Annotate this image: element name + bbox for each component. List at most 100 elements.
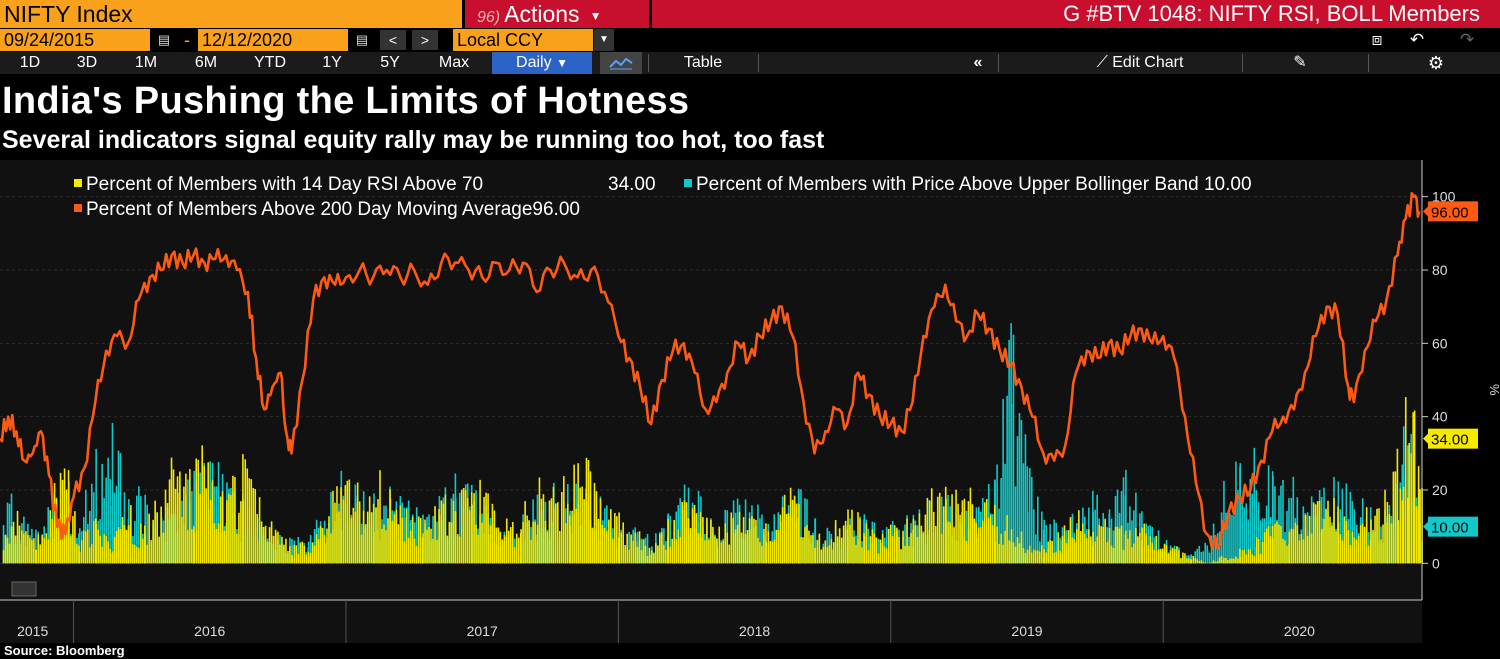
bar-mark <box>1029 468 1031 564</box>
end-date-field[interactable]: 12/12/2020 <box>198 29 348 51</box>
bar-mark <box>1027 550 1029 564</box>
undo-icon[interactable]: ↶ <box>1409 30 1425 49</box>
bar-mark <box>998 508 1000 564</box>
period-1m[interactable]: 1M <box>134 54 158 71</box>
bar-mark <box>957 503 959 564</box>
bar-mark <box>113 492 116 564</box>
period-1d[interactable]: 1D <box>19 54 41 71</box>
bar-mark <box>569 525 571 564</box>
bar-mark <box>1090 536 1092 564</box>
bar-mark <box>315 534 318 564</box>
bar-mark <box>1243 549 1246 564</box>
bar-mark <box>761 514 763 564</box>
table-button[interactable]: Table <box>683 54 723 71</box>
period-5y[interactable]: 5Y <box>380 54 400 71</box>
bar-mark <box>1341 540 1344 564</box>
bar-mark <box>1357 535 1360 564</box>
bar-mark <box>1061 535 1064 564</box>
bar-mark <box>1259 520 1262 564</box>
bar-mark <box>1043 519 1045 564</box>
presentation-icon[interactable]: ⧈ <box>1371 30 1383 49</box>
bar-mark <box>1037 550 1039 564</box>
bar-mark <box>834 520 837 564</box>
bar-mark <box>945 498 947 564</box>
bar-mark <box>330 533 332 564</box>
period-ytd[interactable]: YTD <box>254 54 286 71</box>
bar-mark <box>744 533 747 564</box>
bar-mark <box>385 530 387 564</box>
bar-mark <box>847 509 849 564</box>
bar-mark <box>471 504 473 564</box>
calendar-icon[interactable]: ▤ <box>355 32 369 47</box>
bar-mark <box>1033 509 1035 564</box>
currency-select[interactable]: Local CCY <box>453 29 593 51</box>
zoom-widget-icon <box>11 581 37 597</box>
bar-mark <box>1399 488 1402 564</box>
frequency-select[interactable]: Daily ▼ <box>492 52 592 74</box>
bar-mark <box>360 534 363 564</box>
bar-mark <box>464 490 467 564</box>
value-tag-label: 34.00 <box>1431 432 1469 449</box>
bar-mark <box>487 493 489 564</box>
bar-mark <box>726 532 729 564</box>
bar-mark <box>1159 548 1162 564</box>
annotate-icon[interactable]: ✎ <box>1293 54 1307 71</box>
bar-mark <box>1216 561 1219 564</box>
bar-mark <box>783 494 786 564</box>
bar-mark <box>1318 501 1321 564</box>
bar-mark <box>826 527 829 564</box>
bar-mark <box>79 528 81 564</box>
bar-mark <box>969 487 972 564</box>
calendar-icon[interactable]: ▤ <box>157 32 171 47</box>
prev-arrow-icon[interactable]: < <box>380 30 406 50</box>
bar-mark <box>138 486 140 564</box>
bar-mark <box>107 541 109 564</box>
bar-mark <box>1274 523 1276 564</box>
actions-menu[interactable]: 96) Actions ▼ <box>465 0 649 28</box>
period-6m[interactable]: 6M <box>194 54 218 71</box>
period-3d[interactable]: 3D <box>76 54 98 71</box>
bar-mark <box>581 486 583 564</box>
bar-mark <box>256 514 259 564</box>
bar-mark <box>1167 553 1170 564</box>
bar-mark <box>303 545 306 564</box>
bar-mark <box>138 547 140 564</box>
bar-mark <box>669 515 672 564</box>
bar-mark <box>85 531 87 564</box>
bar-mark <box>1186 558 1188 564</box>
start-date-field[interactable]: 09/24/2015 <box>0 29 150 51</box>
period-1y[interactable]: 1Y <box>322 54 342 71</box>
bar-mark <box>1076 529 1078 564</box>
bar-mark <box>1351 531 1354 564</box>
redo-icon[interactable]: ↷ <box>1459 30 1475 49</box>
bar-mark <box>505 518 508 564</box>
gear-icon[interactable]: ⚙ <box>1427 53 1445 73</box>
bar-mark <box>47 539 50 564</box>
next-arrow-icon[interactable]: > <box>412 30 438 50</box>
divider <box>758 54 759 72</box>
bar-mark <box>332 490 334 564</box>
line-chart-icon[interactable] <box>600 52 642 74</box>
bar-mark <box>72 516 74 564</box>
bar-mark <box>1014 486 1017 564</box>
ticker-field[interactable]: NIFTY Index <box>0 0 462 28</box>
period-max[interactable]: Max <box>438 54 470 71</box>
bar-mark <box>1059 552 1062 564</box>
bar-mark <box>411 516 414 564</box>
bar-mark <box>1139 532 1141 564</box>
bar-mark <box>718 526 721 564</box>
chevron-down-icon[interactable]: ▼ <box>594 29 614 51</box>
bar-mark <box>975 522 978 564</box>
bar-mark <box>771 541 774 564</box>
bar-mark <box>687 518 690 564</box>
bar-mark <box>1131 520 1133 564</box>
divider <box>998 54 999 72</box>
bar-mark <box>117 450 120 564</box>
divider <box>1242 54 1243 72</box>
bar-mark <box>1382 524 1384 564</box>
bar-mark <box>914 525 917 564</box>
edit-chart-button[interactable]: ⟋ Edit Chart <box>1040 52 1240 74</box>
collapse-icon[interactable]: « <box>973 54 983 71</box>
bar-mark <box>493 510 496 564</box>
bar-mark <box>867 528 870 564</box>
